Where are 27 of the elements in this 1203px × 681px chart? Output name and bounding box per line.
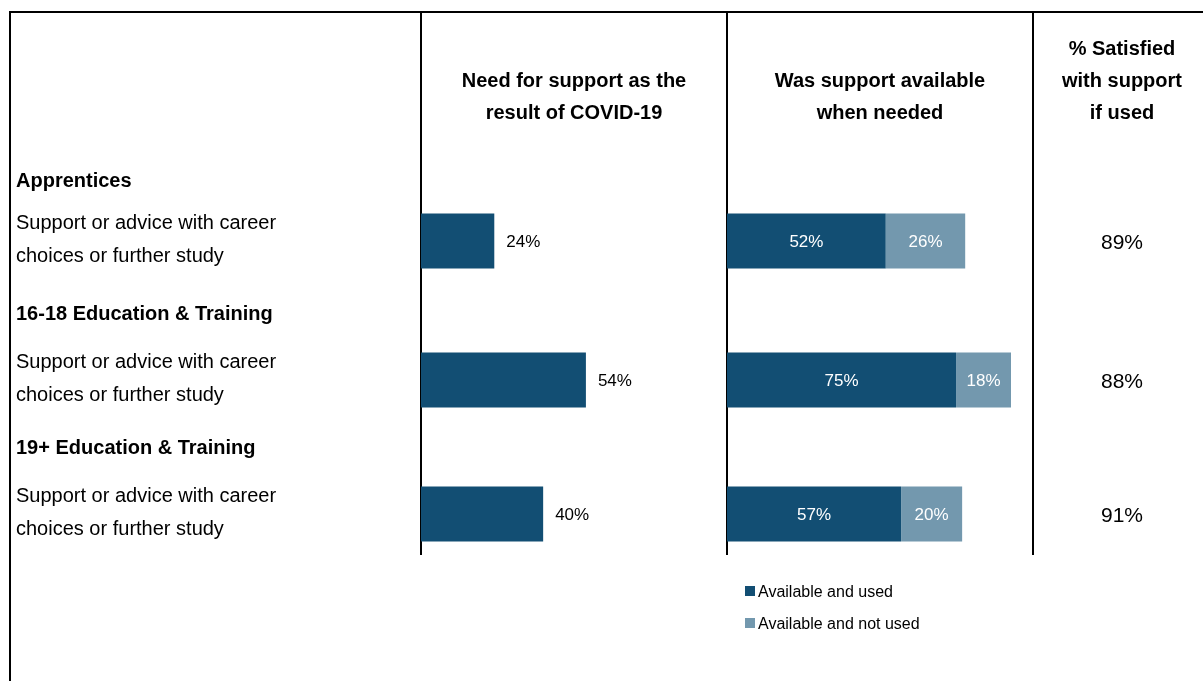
data-label: 57% (797, 505, 832, 524)
bar (727, 213, 886, 269)
y-tick-label: Support or advice with career choices or further study (16, 210, 277, 266)
text: % Satisfied with support if used (1061, 37, 1183, 123)
data-label: 18% (966, 371, 1001, 390)
bar (727, 486, 902, 542)
text: 16-18 Education & Training (16, 302, 273, 324)
data-label: 75% (824, 371, 859, 390)
text: 88% (1100, 369, 1144, 392)
y-tick-label: Support or advice with career choices or further study (16, 483, 277, 539)
legend-label: Available and not used (758, 615, 920, 632)
bar (901, 486, 963, 542)
data-label: 26% (908, 232, 943, 251)
legend-label: Available and used (758, 583, 893, 600)
chart-title: Need for support as the result of COVID-19 (461, 69, 687, 123)
data-label: 52% (789, 232, 824, 251)
data-label: 54% (597, 371, 632, 390)
data-label: 20% (914, 505, 949, 524)
text: 19+ Education & Training (16, 436, 256, 458)
text: 91% (1100, 503, 1144, 526)
data-label: 24% (506, 232, 541, 251)
text: Apprentices (16, 169, 132, 191)
chart-title: Was support available when needed (774, 69, 986, 123)
bar (885, 213, 966, 269)
data-label: 40% (555, 505, 590, 524)
text: 89% (1100, 230, 1144, 253)
y-tick-label: Support or advice with career choices or further study (16, 349, 277, 405)
